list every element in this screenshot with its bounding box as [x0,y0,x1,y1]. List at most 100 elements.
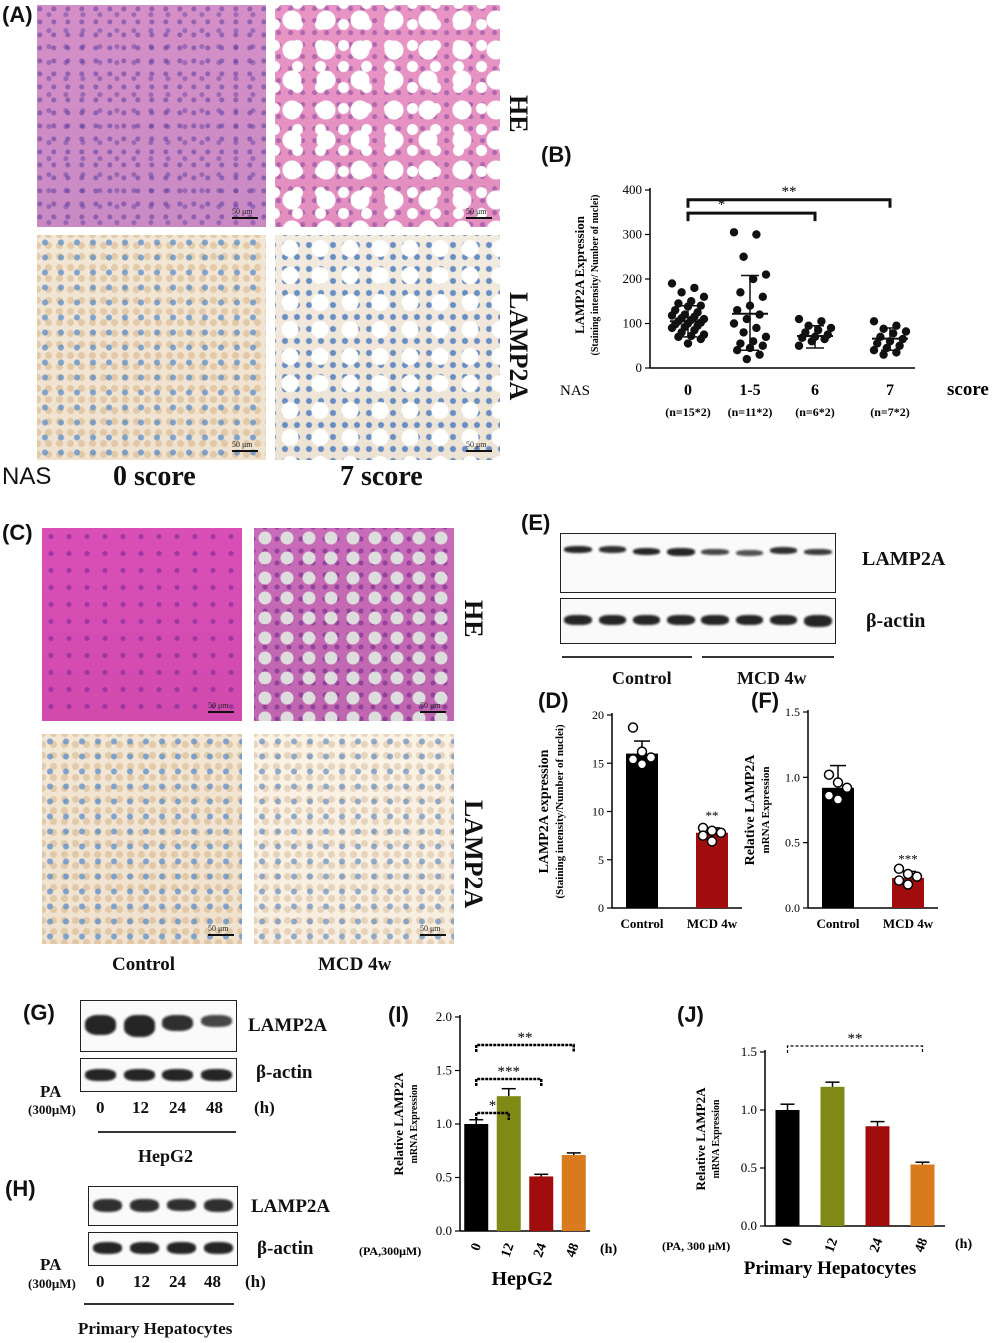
blot-band [598,546,627,553]
y-tick-label: 10 [592,805,604,819]
time-label: 12 [133,1272,150,1291]
significance-bracket [475,1043,575,1052]
x-tick-label: 24 [531,1241,550,1259]
data-point [729,228,739,237]
data-point [893,875,905,886]
group-line-primary [84,1303,234,1305]
band-label-lamp2a-e: LAMP2A [862,548,946,570]
x-tick-label: 0 [684,382,692,399]
western-blot-lamp2a-e [560,533,836,593]
y-tick-label: 1.5 [785,705,800,719]
significance-label: * [718,197,726,213]
data-point [794,314,804,324]
significance-label: * [489,1098,497,1114]
data-point [869,317,879,326]
bar [529,1176,554,1231]
y-tick-label: 0 [598,901,604,915]
blot-band [735,615,764,625]
y-axis-label: LAMP2A Expression [572,215,587,334]
bar [865,1126,890,1226]
y-tick-label: 0.0 [785,901,800,915]
data-point [667,323,677,333]
x-tick-label: 48 [564,1241,583,1259]
data-point [823,769,835,780]
time-unit: (h) [245,1272,266,1291]
y-tick-label: 1.5 [436,1063,452,1078]
y-axis-label-2: (Staining intensity/ Number of nuclei) [590,195,601,356]
data-point [715,827,727,838]
blot-band [166,1199,197,1211]
significance-label: ** [706,808,719,823]
time-label: 48 [204,1272,221,1291]
y-axis-label: Relative LAMP2A [693,1087,708,1191]
data-point [749,337,758,346]
panel-label-f: (F) [751,688,780,713]
western-blot-actin-g [80,1058,237,1092]
data-point [736,339,745,348]
nas-label: NAS [2,463,52,490]
data-point [687,331,696,341]
blot-band [92,1242,123,1254]
y-tick-label: 1.0 [785,770,800,784]
scale-bar: 50 μm [420,701,446,713]
band-label-actin-e: β-actin [866,610,926,632]
band-label-lamp2a-h: LAMP2A [251,1196,331,1217]
bar [464,1124,489,1231]
scale-bar: 50 μm [420,924,446,936]
blot-band [804,615,832,627]
chart-i: 0.0 0.5 1.0 1.5 2.0 Relative LAMP2A mRNA Expre… [359,1009,617,1290]
y-tick-label: 100 [623,316,643,331]
x-tick-label: 24 [867,1236,886,1254]
y-axis-label: LAMP2A expression [537,749,552,873]
y-tick-label: 2.0 [436,1009,452,1024]
blot-band [598,615,627,625]
panel-label-c: (C) [2,520,33,545]
significance-label: ** [848,1031,863,1047]
data-point [902,868,914,880]
significance-bracket [475,1077,543,1086]
panel-label-j: (J) [677,1002,704,1027]
group-label-mcd: MCD 4w [737,668,807,688]
y-tick-label: 0.0 [436,1223,452,1238]
blot-band [162,1015,194,1031]
blot-band [564,615,592,625]
y-tick-label: 400 [623,182,643,197]
panel-label-e: (E) [521,510,551,535]
y-tick-label: 5 [598,853,604,867]
y-tick-label: 0 [636,360,643,375]
data-point [832,777,844,788]
data-point [902,879,914,890]
data-point [699,292,709,301]
data-point [733,346,742,355]
y-axis-label-2: mRNA Expression [711,1099,722,1178]
western-blot-lamp2a-h [88,1186,238,1226]
panel-label-i: (I) [388,1002,409,1027]
group-line-hepg2 [98,1131,236,1133]
y-tick-label: 300 [623,227,643,242]
data-point [636,746,648,757]
x-tick-label: 48 [912,1236,931,1254]
time-label: 0 [96,1272,105,1291]
blot-band [201,1015,233,1027]
y-axis-label: Relative LAMP2A [391,1072,406,1176]
y-axis-label-2: mRNA Expression [409,1084,420,1163]
data-point [677,288,686,297]
x-tick-label: 0 [469,1241,485,1253]
blot-band [735,550,764,556]
time-label: 24 [169,1098,186,1117]
data-point [739,252,748,261]
cell-label-primary: Primary Hepatocytes [78,1319,233,1338]
significance-label: *** [898,851,918,866]
time-label: 0 [96,1098,105,1117]
panel-label-a: (A) [2,2,33,27]
y-tick-label: 1.0 [741,1102,757,1117]
lamp2a-micrograph-nas7: 50 μm [275,235,500,460]
scale-bar: 50 μm [208,701,234,713]
chart-b: 0 100 200 300 400 LAMP2A Expression (Staining … [560,182,989,419]
blot-band [804,549,832,555]
band-label-lamp2a-g: LAMP2A [248,1015,328,1036]
data-point [879,324,888,334]
n-label: (n=7*2) [870,405,910,419]
blot-band [201,1069,233,1081]
y-tick-label: 1.5 [741,1044,757,1059]
